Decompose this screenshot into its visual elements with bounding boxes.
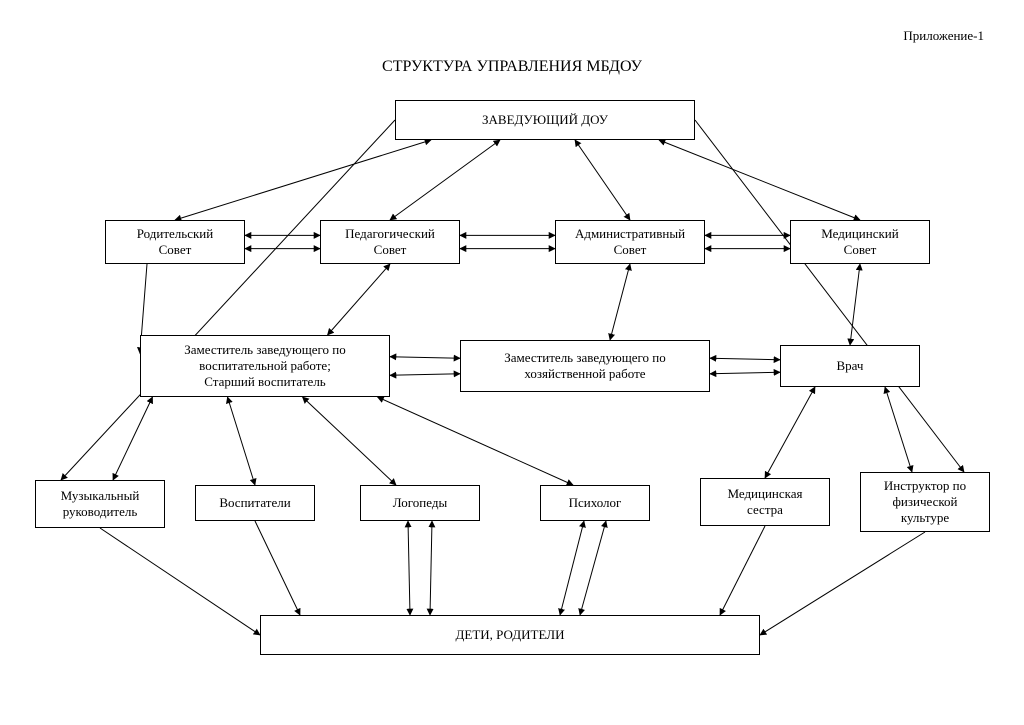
node-med: МедицинскийСовет bbox=[790, 220, 930, 264]
edge-admin-zam_hoz-11 bbox=[610, 264, 630, 340]
node-zam_vosp: Заместитель заведующего повоспитательной… bbox=[140, 335, 390, 397]
edge-med-doctor-12 bbox=[850, 264, 860, 345]
node-parent: РодительскийСовет bbox=[105, 220, 245, 264]
node-music: Музыкальныйруководитель bbox=[35, 480, 165, 528]
node-head: ЗАВЕДУЮЩИЙ ДОУ bbox=[395, 100, 695, 140]
node-children: ДЕТИ, РОДИТЕЛИ bbox=[260, 615, 760, 655]
edge-head-ped-1 bbox=[390, 140, 500, 220]
edge-psych-children-27 bbox=[560, 521, 584, 615]
edge-zam_vosp-zam_hoz-13 bbox=[390, 357, 460, 359]
edge-zam_vosp-vosp-18 bbox=[228, 397, 256, 485]
edge-zam_vosp-zam_hoz-14 bbox=[390, 374, 460, 376]
node-nurse: Медицинскаясестра bbox=[700, 478, 830, 526]
node-doctor: Врач bbox=[780, 345, 920, 387]
appendix-label: Приложение-1 bbox=[903, 28, 984, 44]
edge-head-instr-33 bbox=[695, 120, 964, 472]
node-vosp: Воспитатели bbox=[195, 485, 315, 521]
edge-zam_vosp-music-17 bbox=[113, 397, 153, 480]
edge-logo-children-25 bbox=[408, 521, 410, 615]
page-title: СТРУКТУРА УПРАВЛЕНИЯ МБДОУ bbox=[0, 58, 1024, 76]
edge-doctor-nurse-21 bbox=[765, 387, 815, 478]
node-zam_hoz: Заместитель заведующего похозяйственной … bbox=[460, 340, 710, 392]
edge-head-admin-2 bbox=[575, 140, 630, 220]
node-instr: Инструктор пофизическойкультуре bbox=[860, 472, 990, 532]
edge-ped-zam_vosp-10 bbox=[328, 264, 391, 335]
edge-nurse-children-29 bbox=[720, 526, 765, 615]
edge-zam_vosp-psych-20 bbox=[378, 397, 574, 485]
edge-vosp-children-24 bbox=[255, 521, 300, 615]
node-admin: АдминистративныйСовет bbox=[555, 220, 705, 264]
edge-zam_hoz-doctor-15 bbox=[710, 358, 780, 360]
edge-zam_hoz-doctor-16 bbox=[710, 372, 780, 374]
edge-head-music-32 bbox=[61, 120, 395, 480]
edge-doctor-instr-22 bbox=[885, 387, 912, 472]
edge-psych-children-28 bbox=[580, 521, 606, 615]
edge-music-children-23 bbox=[100, 528, 260, 635]
edge-logo-children-26 bbox=[430, 521, 432, 615]
node-logo: Логопеды bbox=[360, 485, 480, 521]
edge-zam_vosp-logo-19 bbox=[303, 397, 397, 485]
edge-instr-children-30 bbox=[760, 532, 925, 635]
edge-head-med-3 bbox=[659, 140, 860, 220]
node-ped: ПедагогическийСовет bbox=[320, 220, 460, 264]
node-psych: Психолог bbox=[540, 485, 650, 521]
edge-head-parent-0 bbox=[175, 140, 431, 220]
diagram-canvas: Приложение-1 СТРУКТУРА УПРАВЛЕНИЯ МБДОУ … bbox=[0, 0, 1024, 725]
